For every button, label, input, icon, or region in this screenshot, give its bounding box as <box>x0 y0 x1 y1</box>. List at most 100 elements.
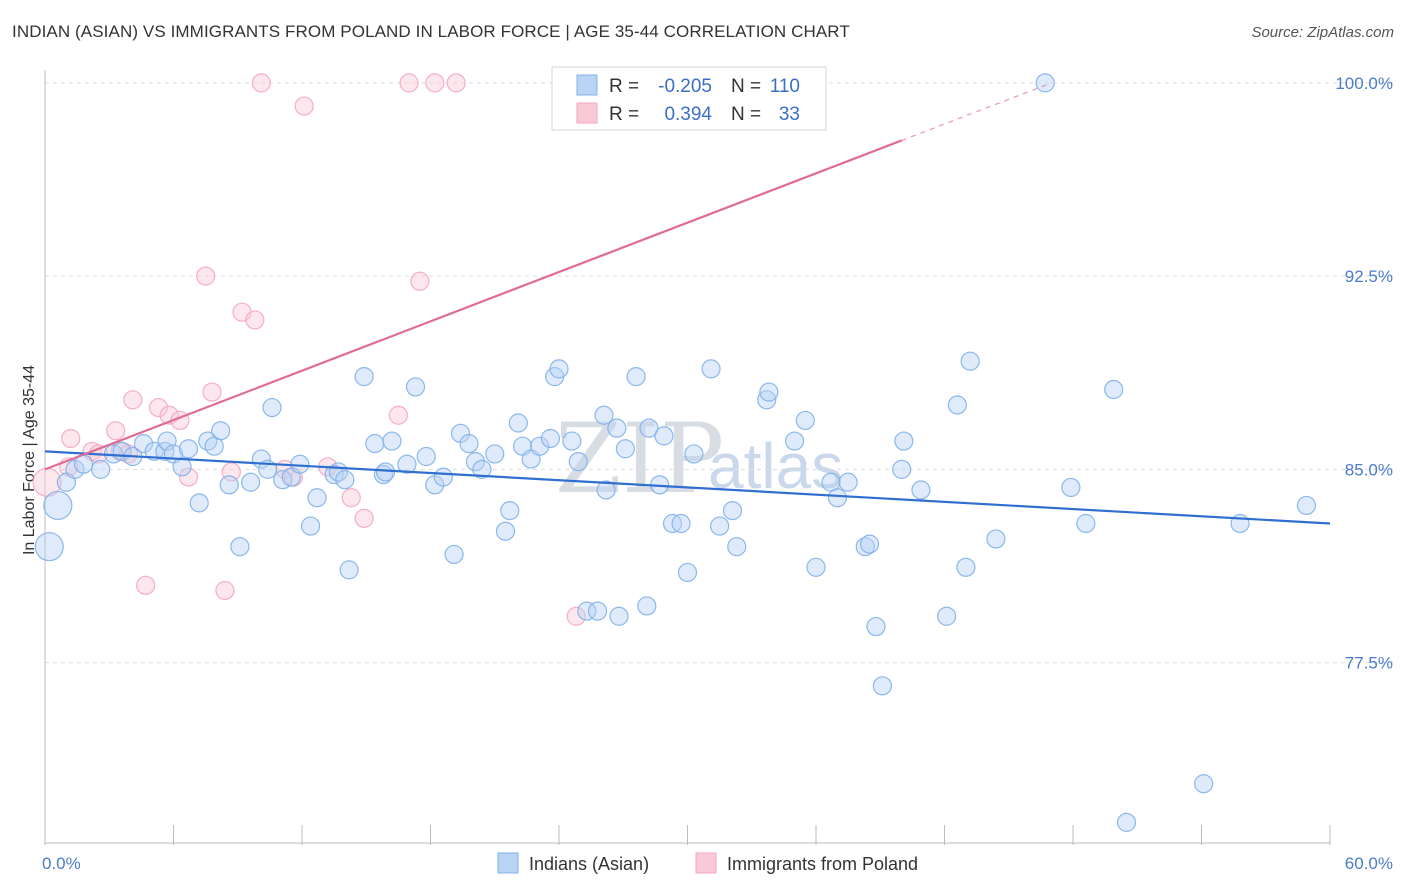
indians-point <box>178 439 199 459</box>
legend-r-label-2: R = <box>609 104 639 125</box>
indians-point <box>639 418 659 438</box>
poland-point <box>136 575 156 595</box>
bottom-legend-swatch-poland <box>695 852 717 874</box>
indians-point <box>677 562 698 583</box>
legend-swatch-poland <box>576 102 598 124</box>
indians-point <box>1116 812 1137 832</box>
indians-point <box>508 413 528 433</box>
indians-point <box>727 537 747 557</box>
poland-point <box>61 428 81 449</box>
indians-point <box>485 444 505 464</box>
legend-r-value-1: -0.205 <box>658 76 712 97</box>
poland-point <box>251 73 271 93</box>
poland-point <box>446 73 466 93</box>
indians-point <box>382 431 402 451</box>
indians-point <box>587 601 608 621</box>
indians-point <box>219 475 239 495</box>
indians-point <box>172 457 192 477</box>
indians-point <box>684 444 704 464</box>
poland-point <box>123 390 143 410</box>
poland-trend-line-extension <box>901 82 1052 142</box>
indians-point <box>607 418 627 438</box>
poland-point <box>425 73 445 93</box>
indians-point <box>354 367 374 387</box>
indians-point <box>594 405 614 425</box>
poland-points <box>32 73 586 626</box>
indians-point <box>397 454 417 474</box>
indians-point <box>568 452 588 472</box>
indians-point <box>465 452 486 472</box>
bottom-legend-poland: Immigrants from Poland <box>727 854 918 874</box>
indians-point <box>866 616 886 637</box>
indians-point <box>444 544 464 565</box>
indians-point <box>262 397 282 418</box>
indians-point <box>609 606 629 626</box>
poland-point <box>106 421 126 441</box>
indians-point <box>198 431 218 451</box>
poland-point <box>196 266 216 286</box>
indians-point <box>91 459 111 479</box>
poland-point <box>410 271 430 291</box>
indians-point <box>562 431 582 451</box>
indians-point <box>937 606 957 626</box>
indians-point <box>757 390 777 410</box>
poland-point <box>215 580 235 601</box>
indians-point <box>986 529 1006 549</box>
indians-point <box>472 459 492 479</box>
indians-point <box>307 488 327 508</box>
indians-point <box>838 472 858 492</box>
indians-point <box>549 359 569 379</box>
indians-point <box>133 434 154 454</box>
indians-point <box>710 516 730 536</box>
indians-point <box>701 359 721 379</box>
indians-point <box>339 560 359 580</box>
indians-point <box>43 490 73 521</box>
indians-point <box>375 462 396 482</box>
bottom-legend-swatch-indians <box>497 852 519 874</box>
indians-point <box>626 367 646 387</box>
indians-point <box>654 426 674 446</box>
axes <box>44 70 1331 845</box>
poland-point <box>388 405 408 425</box>
poland-point <box>148 397 169 418</box>
watermark-atlas: atlas <box>708 430 843 502</box>
indians-point <box>189 493 209 513</box>
indians-point <box>615 439 635 459</box>
indians-point <box>722 501 743 521</box>
indians-trend-line <box>44 450 1331 525</box>
indians-point <box>894 431 914 451</box>
y-tick-label: 77.5% <box>1345 654 1393 673</box>
indians-point <box>495 521 516 541</box>
indians-point <box>335 470 355 490</box>
indians-point <box>211 421 231 441</box>
indians-point <box>500 501 520 521</box>
gridlines <box>45 82 1395 664</box>
indians-point <box>947 395 967 415</box>
watermark: ZIP atlas <box>555 403 843 515</box>
indians-point <box>459 434 479 454</box>
indians-point <box>960 351 980 371</box>
legend-box <box>551 66 827 131</box>
legend-n-value-2: 33 <box>779 104 800 125</box>
poland-point <box>245 310 265 330</box>
y-tick-label: 92.5% <box>1345 267 1393 286</box>
poland-point <box>294 96 314 116</box>
indians-point <box>1194 774 1214 794</box>
poland-point <box>566 606 586 626</box>
indians-point <box>530 436 550 456</box>
indians-point <box>671 513 691 534</box>
poland-point <box>202 382 222 402</box>
indians-point <box>230 537 250 557</box>
indians-point <box>577 601 597 621</box>
indians-point <box>300 516 321 536</box>
indians-point <box>637 596 657 616</box>
bottom-legend: Indians (Asian) Immigrants from Poland <box>497 852 918 874</box>
indians-point <box>416 446 436 467</box>
x-tick-label-min: 0.0% <box>42 854 81 873</box>
y-tick-label: 85.0% <box>1345 460 1393 479</box>
legend-swatch-indians <box>576 74 598 96</box>
bottom-legend-indians: Indians (Asian) <box>529 854 649 874</box>
poland-point <box>341 488 361 508</box>
trend-lines <box>44 82 1331 525</box>
